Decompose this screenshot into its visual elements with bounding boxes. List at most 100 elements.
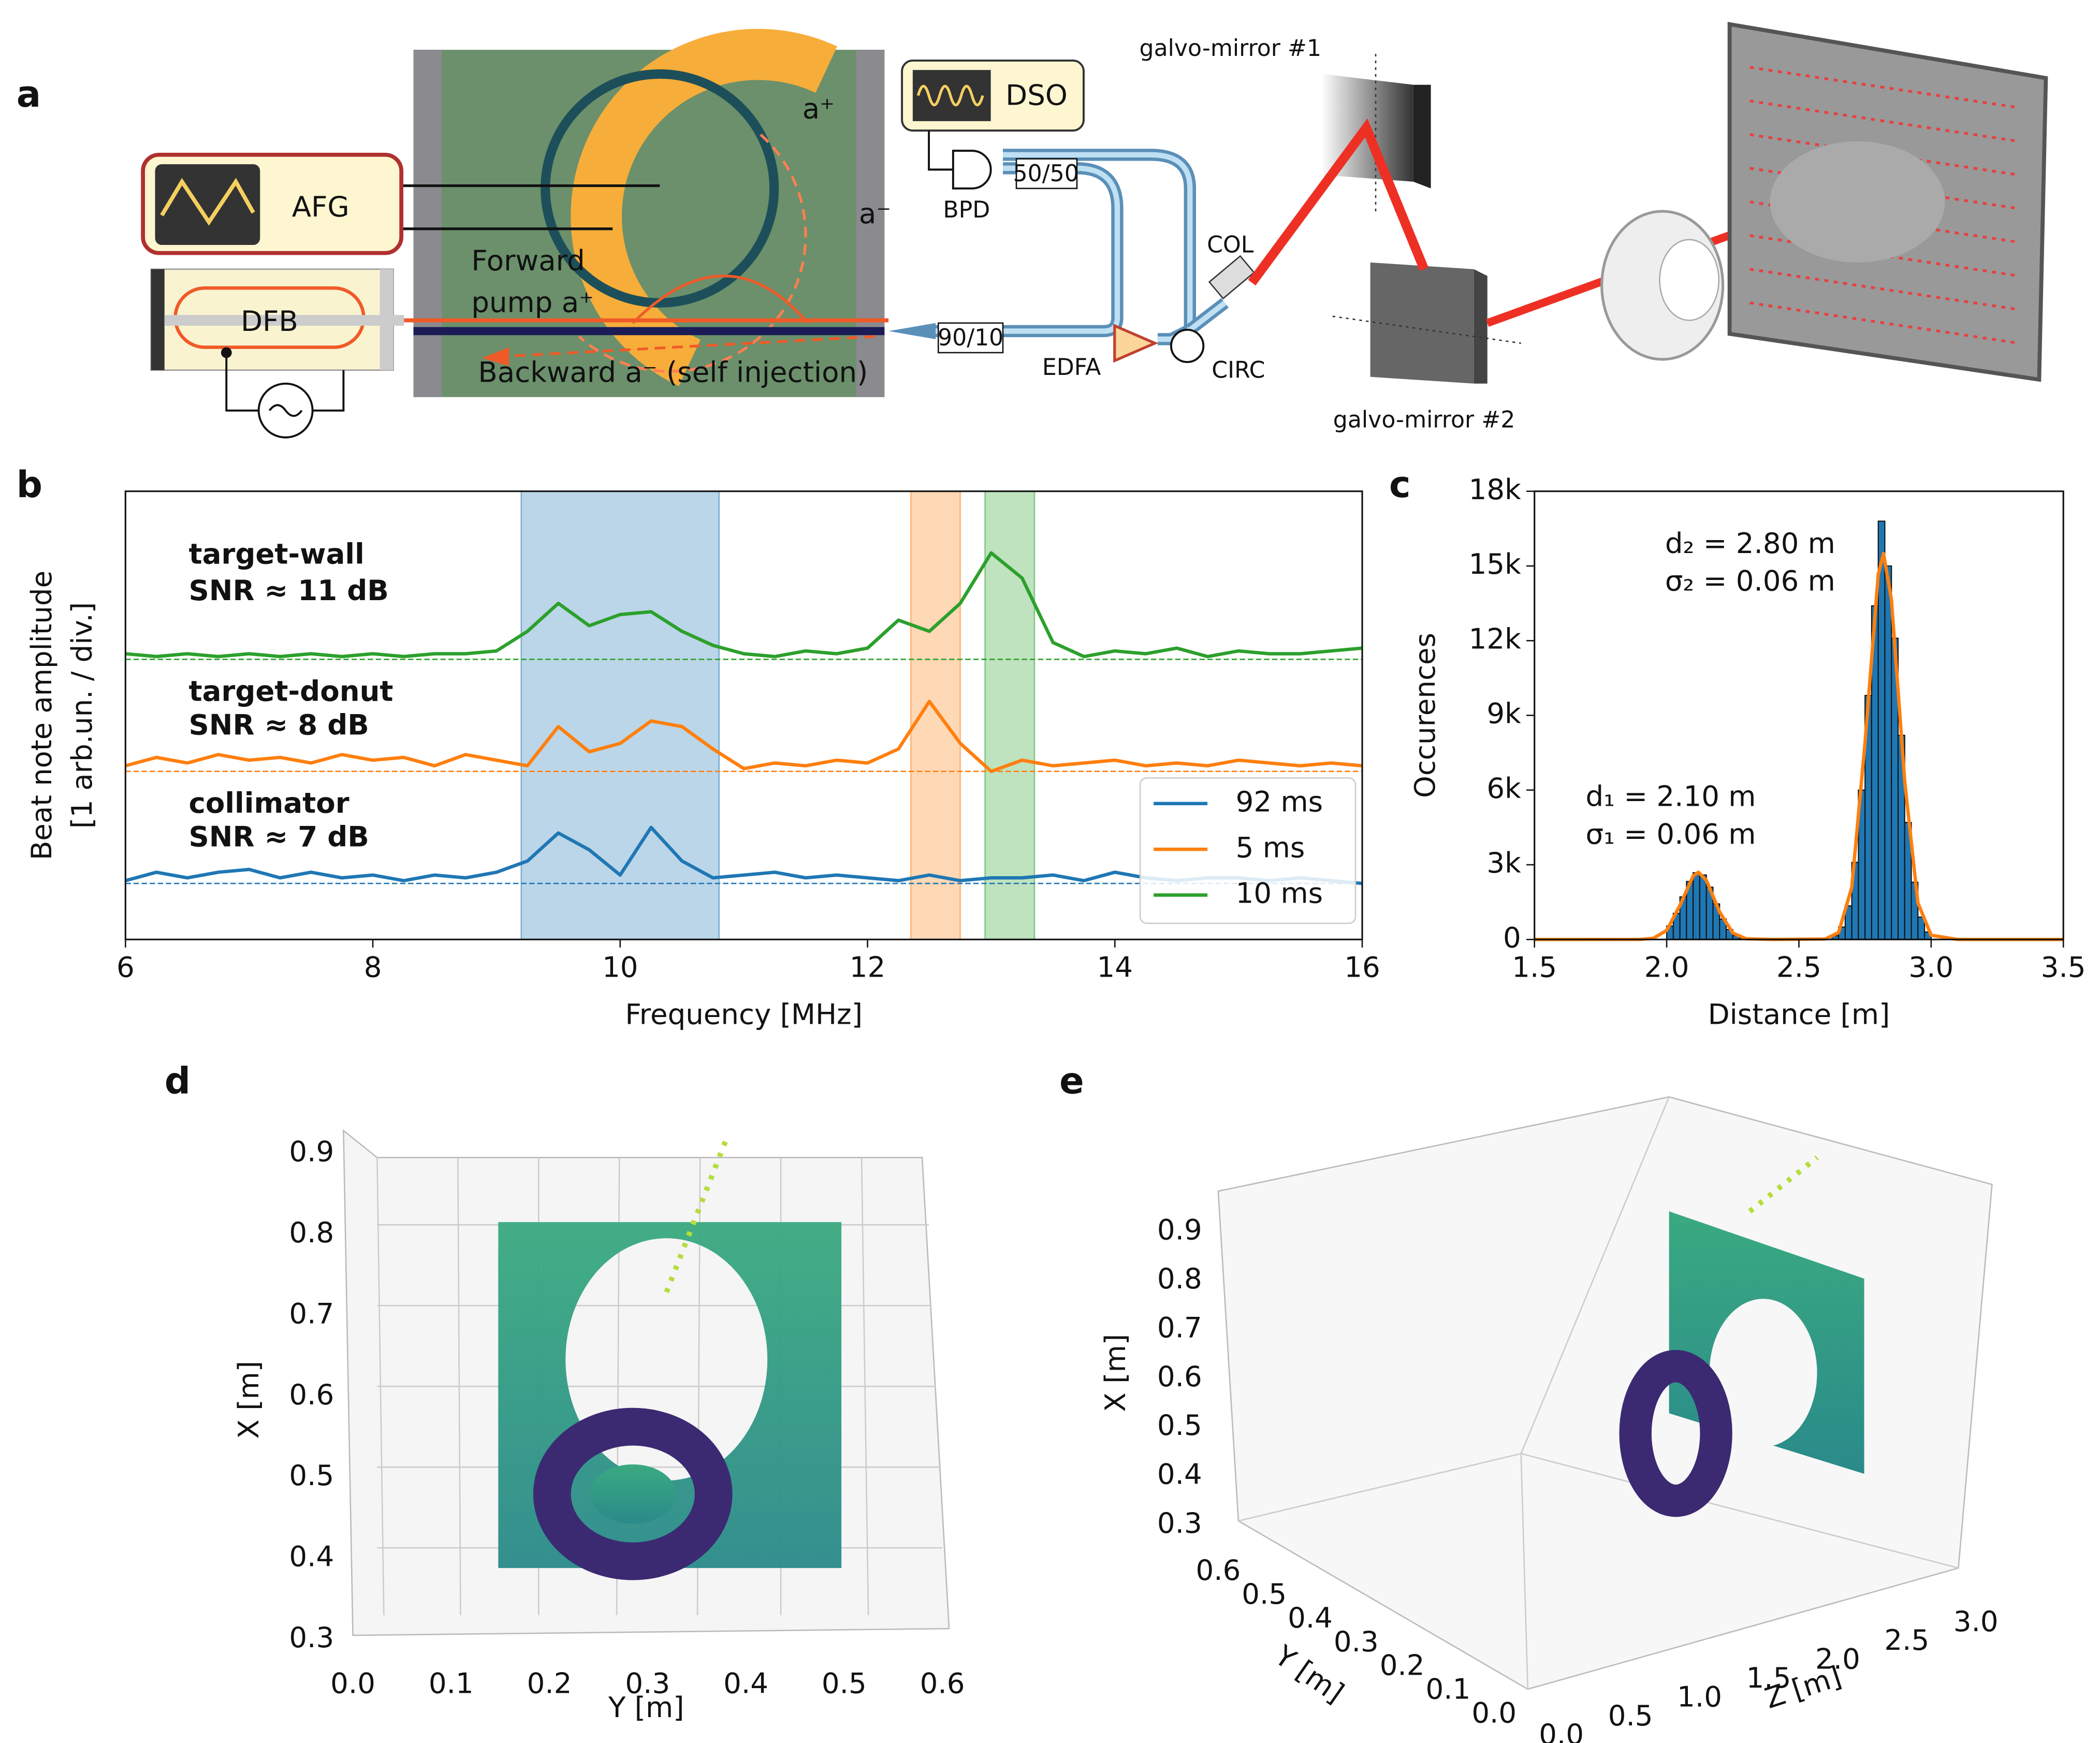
label: a⁻	[859, 197, 891, 230]
x-tick-label: 2.0	[1644, 951, 1689, 984]
x-tick-label: 14	[1097, 951, 1133, 984]
tick-label: 0.5	[1242, 1577, 1287, 1610]
shape	[928, 130, 953, 171]
tick-label: 0.5	[289, 1459, 334, 1492]
x-tick-label: 8	[364, 951, 382, 984]
axis-label: X [m]	[232, 1361, 265, 1439]
shape	[1413, 84, 1431, 188]
band	[910, 490, 961, 940]
axes-frame	[124, 490, 1363, 940]
fit-line	[1534, 551, 2064, 941]
annotation: σ₂ = 0.06 m	[1665, 564, 1835, 598]
tick-label: 0.2	[1380, 1649, 1425, 1682]
tick-label: 0.4	[723, 1666, 768, 1700]
label: a⁺	[803, 92, 835, 125]
y-axis-label: [1 arb.un. / div.]	[65, 602, 98, 829]
shape	[533, 1407, 733, 1580]
label: pump a⁺	[471, 286, 594, 319]
tick-label: 0.3	[625, 1666, 670, 1700]
diagram-labels: AFG DFB Forward pump a⁺ Backward a⁻ (sel…	[241, 35, 1515, 433]
shape	[160, 178, 255, 226]
shape	[952, 150, 992, 190]
shape	[221, 347, 232, 358]
annotation: SNR ≈ 11 dB	[188, 574, 388, 607]
label: AFG	[292, 190, 349, 223]
x-tick-label: 16	[1344, 951, 1380, 984]
x-tick-label: 3.0	[1908, 951, 1953, 984]
shape	[578, 133, 807, 373]
shape	[1332, 315, 1521, 344]
annotation: collimator	[188, 786, 349, 819]
shape	[151, 269, 165, 370]
y-tick-label: 6k	[1486, 772, 1521, 805]
tick-label: 0.7	[1157, 1311, 1202, 1344]
x-axis-label: Frequency [MHz]	[625, 998, 863, 1031]
annotation: SNR ≈ 7 dB	[188, 820, 369, 853]
band	[984, 490, 1036, 940]
shape	[664, 1136, 730, 1294]
shape	[155, 164, 260, 245]
tick-label: 0.4	[289, 1540, 334, 1573]
shape	[929, 162, 1124, 338]
annotation: σ₁ = 0.06 m	[1585, 817, 1756, 850]
legend-label: 92 ms	[1236, 785, 1323, 818]
tick-label: 0.0	[1539, 1718, 1584, 1743]
shape	[541, 69, 779, 308]
shape	[937, 322, 1004, 354]
shape	[1170, 328, 1205, 364]
series-line	[125, 700, 1363, 773]
tick-label: 0.1	[429, 1666, 474, 1700]
shape	[1474, 269, 1488, 384]
tick-label: 0.5	[822, 1666, 867, 1700]
tick-label: 0.2	[527, 1666, 572, 1700]
point-cloud-d	[343, 1129, 950, 1636]
label: CIRC	[1212, 357, 1265, 383]
shape	[1770, 141, 1945, 263]
shape	[571, 28, 837, 386]
tick-label: 0.3	[289, 1621, 334, 1654]
shape	[632, 274, 809, 324]
label: galvo-mirror #2	[1333, 407, 1515, 433]
shape	[482, 347, 509, 366]
annotation: d₂ = 2.80 m	[1665, 527, 1835, 560]
tick-label: 0.6	[920, 1666, 965, 1700]
tick-label: 0.6	[1195, 1553, 1241, 1587]
shape	[1619, 1350, 1732, 1517]
shape	[1748, 1155, 1819, 1214]
tick-label: 0.3	[1334, 1625, 1379, 1658]
panel-label: d	[165, 1059, 191, 1102]
y-tick-label: 9k	[1486, 697, 1521, 730]
shape	[590, 1464, 676, 1524]
shape	[1659, 239, 1720, 321]
shape	[498, 335, 876, 358]
label: DFB	[241, 304, 298, 338]
label: 90/10	[938, 325, 1003, 351]
panel-label: a	[17, 73, 41, 115]
y-tick-label: 15k	[1469, 547, 1521, 580]
shape	[1015, 158, 1078, 190]
tick-label: 1.0	[1677, 1680, 1722, 1713]
shape	[1248, 118, 1429, 286]
series-line	[125, 551, 1363, 659]
tick-label: 0.1	[1426, 1673, 1471, 1706]
tick-label: 0.3	[1157, 1506, 1202, 1539]
y-tick-label: 12k	[1469, 622, 1521, 655]
tick-label: 0.6	[289, 1378, 334, 1411]
shape	[929, 165, 1120, 334]
panel-label: c	[1389, 463, 1411, 506]
shape	[888, 323, 936, 340]
x-tick-label: 3.5	[2041, 951, 2086, 984]
tick-label: 0.0	[330, 1666, 375, 1700]
y-tick-label: 0	[1503, 921, 1521, 954]
label: Backward a⁻ (self injection)	[478, 356, 868, 389]
point-cloud-e	[1217, 1096, 1993, 1690]
shape	[1208, 255, 1255, 300]
tick-label: 0.9	[289, 1135, 334, 1168]
y-tick-label: 18k	[1469, 473, 1521, 506]
tick-label: 0.9	[1157, 1213, 1202, 1246]
tick-label: 1.5	[1746, 1661, 1791, 1694]
tick-label: 0.8	[1157, 1262, 1202, 1295]
panel-label: e	[1059, 1059, 1084, 1102]
x-tick-label: 2.5	[1776, 951, 1821, 984]
